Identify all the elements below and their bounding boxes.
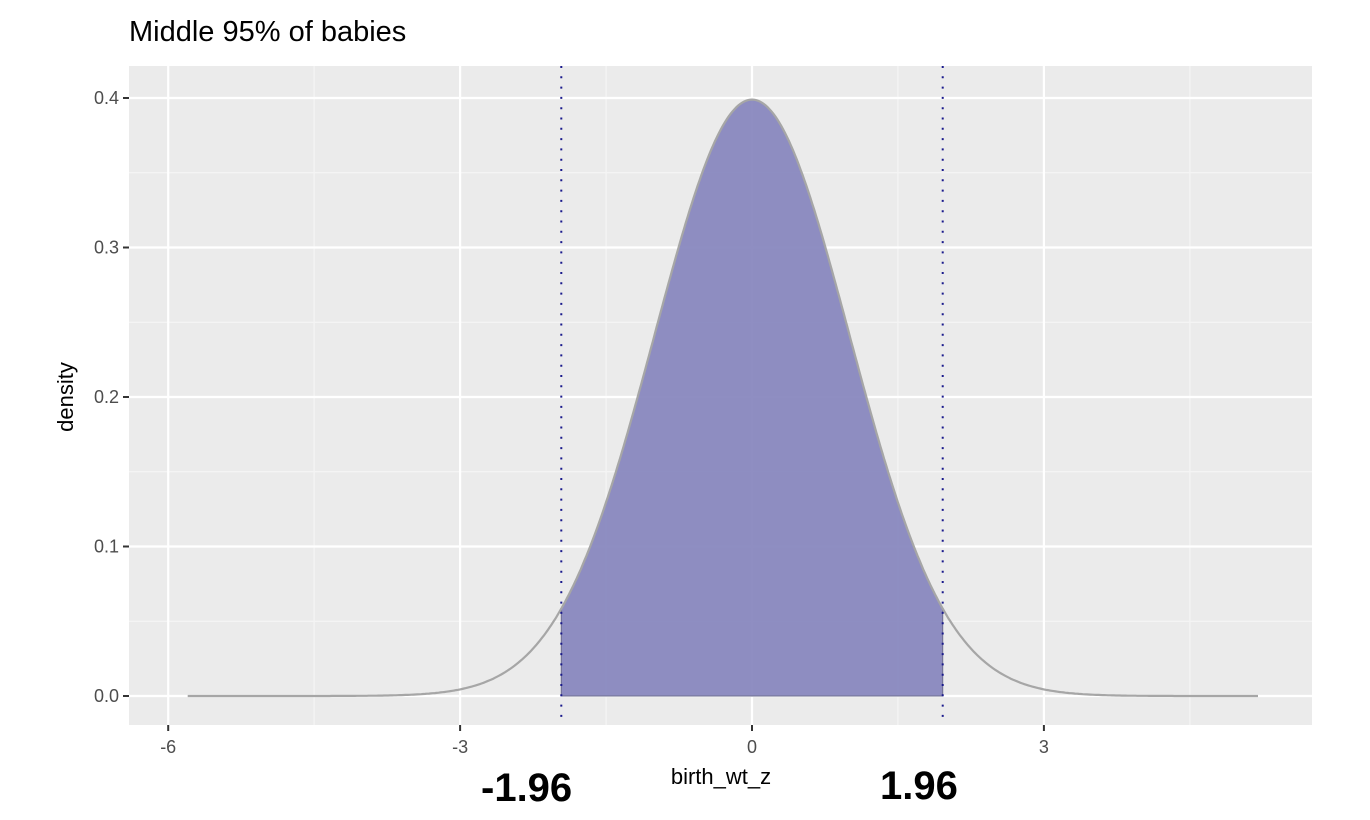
x-axis: -6 -3 0 3 [160,725,1049,757]
x-tick-label: 0 [747,737,757,757]
y-axis-title: density [53,362,78,432]
chart-title: Middle 95% of babies [129,16,407,48]
y-tick-label: 0.1 [94,537,119,557]
x-tick-label: -6 [160,737,176,757]
y-axis: 0.0 0.1 0.2 0.3 0.4 [94,88,129,706]
y-tick-label: 0.0 [94,686,119,706]
x-axis-title-text: birth_wt_z [670,764,772,789]
y-tick-label: 0.4 [94,88,119,108]
x-tick-label: 3 [1039,737,1049,757]
upper-cutoff-annotation: 1.96 [880,764,958,808]
x-tick-label: -3 [452,737,468,757]
density-curve [187,98,1258,698]
y-tick-label: 0.2 [94,387,119,407]
y-tick-label: 0.3 [94,238,119,258]
lower-cutoff-annotation: -1.96 [481,766,573,810]
